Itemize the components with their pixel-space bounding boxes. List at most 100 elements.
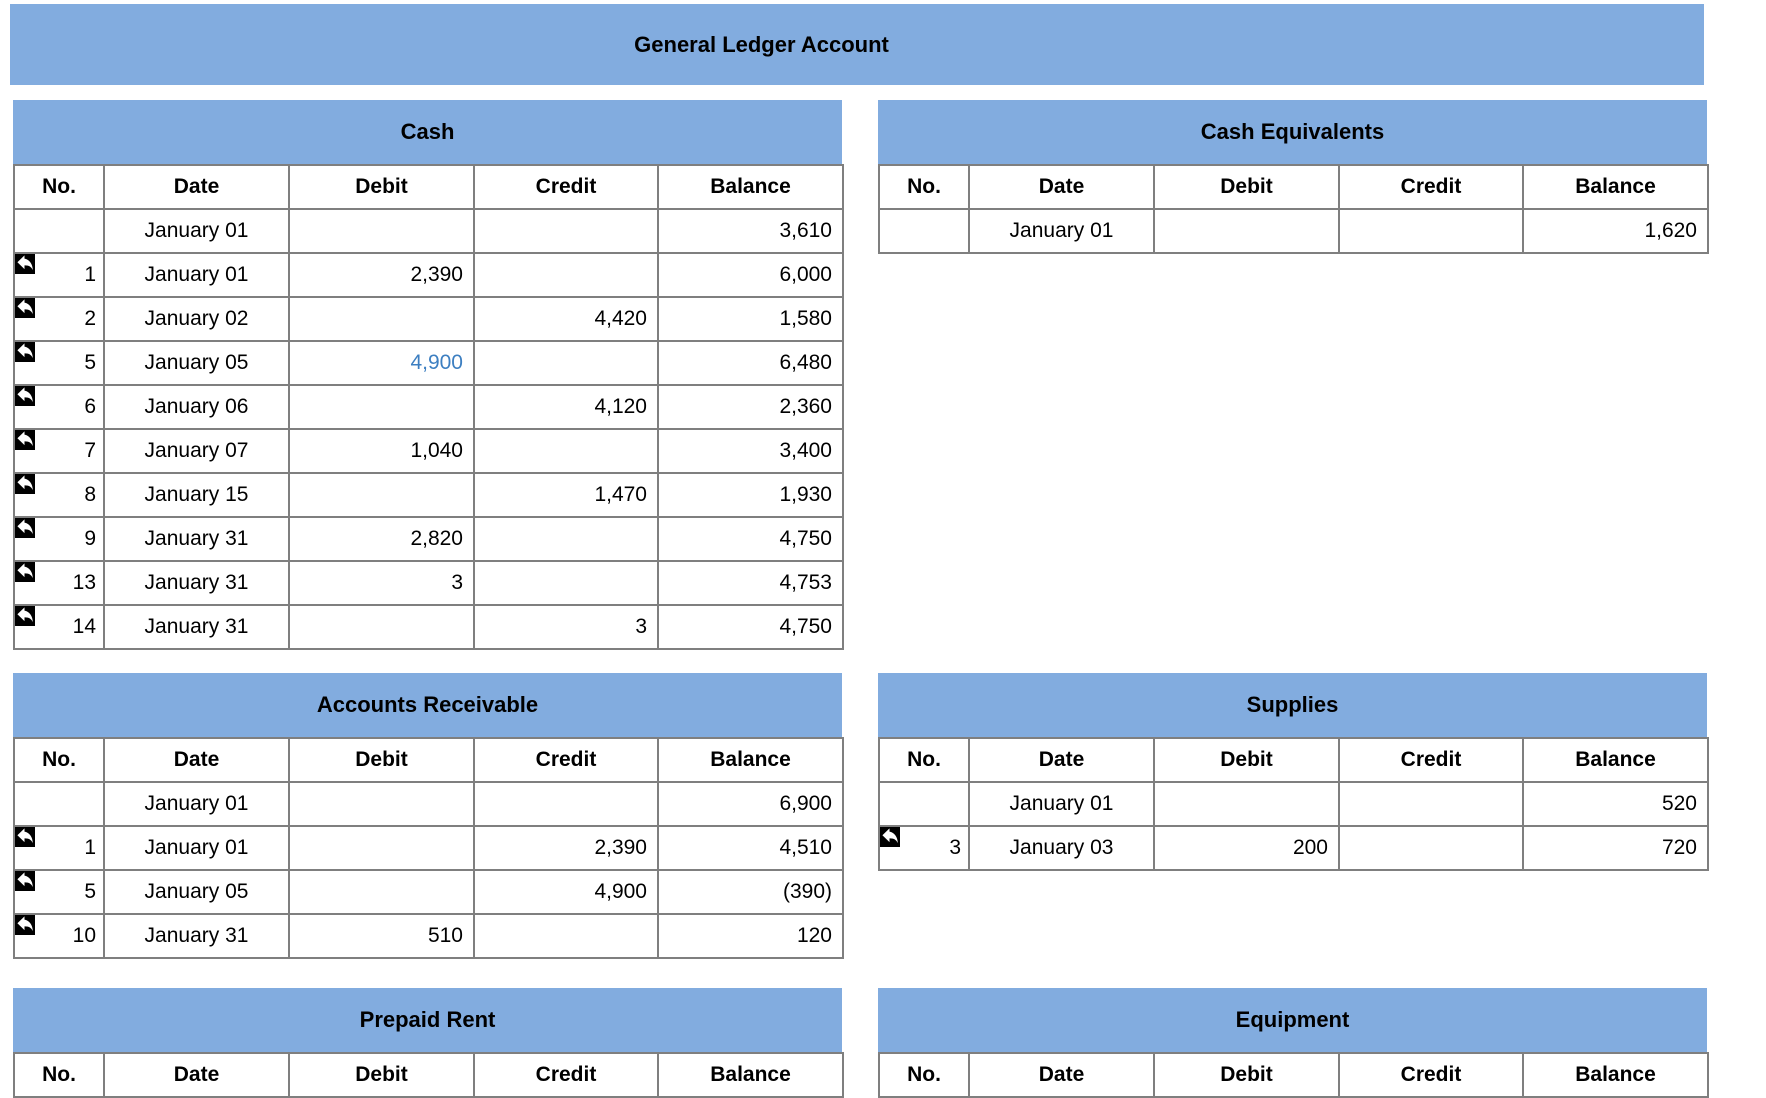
account-title: Accounts Receivable	[13, 673, 842, 737]
balance-cell: (390)	[657, 869, 844, 915]
column-header-debit: Debit	[288, 737, 475, 783]
account-table-host: No. Date Debit Credit Balance January 01 3,610…	[13, 164, 844, 650]
ledger-table: No. Date Debit Credit Balance January 01 520 3 J…	[878, 737, 1709, 871]
entry-number-cell: 9	[13, 516, 105, 562]
ledger-row: 14 January 31 3 4,750	[13, 604, 844, 650]
date-cell: January 02	[103, 296, 290, 342]
journal-link-reply-arrow-icon[interactable]	[16, 255, 35, 274]
journal-link-reply-arrow-icon[interactable]	[16, 519, 35, 538]
column-header-no: No.	[13, 164, 105, 210]
debit-cell	[288, 604, 475, 650]
column-header-no: No.	[13, 1052, 105, 1098]
balance-cell: 3,610	[657, 208, 844, 254]
credit-cell	[1338, 208, 1524, 254]
ledger-row: 8 January 15 1,470 1,930	[13, 472, 844, 518]
entry-number-cell: 5	[13, 869, 105, 915]
credit-cell	[1338, 781, 1524, 827]
ledger-row: 3 January 03 200 720	[878, 825, 1709, 871]
ledger-row: January 01 3,610	[13, 208, 844, 254]
credit-cell: 4,420	[473, 296, 659, 342]
credit-cell	[473, 428, 659, 474]
credit-cell: 4,900	[473, 869, 659, 915]
journal-link-reply-arrow-icon[interactable]	[16, 299, 35, 318]
journal-link-reply-arrow-icon[interactable]	[881, 828, 900, 847]
header-row: No. Date Debit Credit Balance	[13, 1052, 844, 1098]
entry-number-cell: 8	[13, 472, 105, 518]
journal-link-reply-arrow-icon[interactable]	[16, 872, 35, 891]
ledger-row: 6 January 06 4,120 2,360	[13, 384, 844, 430]
debit-cell: 510	[288, 913, 475, 959]
debit-cell	[288, 384, 475, 430]
credit-cell	[1338, 825, 1524, 871]
credit-cell	[473, 913, 659, 959]
debit-cell	[1153, 781, 1340, 827]
ledger-row: January 01 1,620	[878, 208, 1709, 254]
ledger-table: No. Date Debit Credit Balance	[878, 1052, 1709, 1098]
account-table-host: No. Date Debit Credit Balance January 01 6,900…	[13, 737, 844, 959]
ledger-row: 5 January 05 4,900 6,480	[13, 340, 844, 386]
column-header-balance: Balance	[657, 164, 844, 210]
credit-cell: 3	[473, 604, 659, 650]
balance-cell: 4,750	[657, 604, 844, 650]
journal-link-reply-arrow-icon[interactable]	[16, 563, 35, 582]
debit-cell: 200	[1153, 825, 1340, 871]
date-cell: January 06	[103, 384, 290, 430]
entry-number-cell	[878, 208, 970, 254]
debit-cell: 2,820	[288, 516, 475, 562]
ledger-row: 1 January 01 2,390 4,510	[13, 825, 844, 871]
balance-cell: 3,400	[657, 428, 844, 474]
column-header-debit: Debit	[1153, 737, 1340, 783]
journal-link-reply-arrow-icon[interactable]	[16, 431, 35, 450]
debit-cell	[288, 781, 475, 827]
journal-link-reply-arrow-icon[interactable]	[16, 607, 35, 626]
entry-number-cell: 2	[13, 296, 105, 342]
credit-cell	[473, 340, 659, 386]
column-header-credit: Credit	[473, 1052, 659, 1098]
account-table-host: No. Date Debit Credit Balance January 01 1,620	[878, 164, 1709, 254]
debit-cell: 3	[288, 560, 475, 606]
balance-cell: 6,000	[657, 252, 844, 298]
date-cell: January 31	[103, 913, 290, 959]
credit-cell	[473, 516, 659, 562]
entry-number-cell: 10	[13, 913, 105, 959]
ledger-table: No. Date Debit Credit Balance January 01 1,620	[878, 164, 1709, 254]
date-cell: January 01	[103, 208, 290, 254]
date-cell: January 01	[968, 208, 1155, 254]
column-header-credit: Credit	[1338, 1052, 1524, 1098]
app-header-inner: General Ledger Account	[10, 4, 1513, 85]
column-header-balance: Balance	[1522, 164, 1709, 210]
account-section-equipment: Equipment No. Date Debit Credit Balance	[878, 988, 1709, 1098]
header-row: No. Date Debit Credit Balance	[13, 737, 844, 783]
journal-link-reply-arrow-icon[interactable]	[16, 916, 35, 935]
entry-number-cell: 1	[13, 252, 105, 298]
debit-cell	[288, 296, 475, 342]
column-header-balance: Balance	[1522, 737, 1709, 783]
account-title: Cash Equivalents	[878, 100, 1707, 164]
debit-cell	[1153, 208, 1340, 254]
balance-cell: 720	[1522, 825, 1709, 871]
journal-link-reply-arrow-icon[interactable]	[16, 343, 35, 362]
column-header-date: Date	[968, 737, 1155, 783]
journal-link-reply-arrow-icon[interactable]	[16, 387, 35, 406]
date-cell: January 31	[103, 604, 290, 650]
journal-link-reply-arrow-icon[interactable]	[16, 475, 35, 494]
account-title: Prepaid Rent	[13, 988, 842, 1052]
column-header-no: No.	[878, 164, 970, 210]
credit-cell: 1,470	[473, 472, 659, 518]
balance-cell: 120	[657, 913, 844, 959]
balance-cell: 4,753	[657, 560, 844, 606]
column-header-balance: Balance	[1522, 1052, 1709, 1098]
journal-link-reply-arrow-icon[interactable]	[16, 828, 35, 847]
balance-cell: 1,930	[657, 472, 844, 518]
debit-cell	[288, 869, 475, 915]
column-header-balance: Balance	[657, 737, 844, 783]
column-header-debit: Debit	[1153, 164, 1340, 210]
ledger-table: No. Date Debit Credit Balance January 01 3,610…	[13, 164, 844, 650]
date-cell: January 05	[103, 869, 290, 915]
balance-cell: 6,900	[657, 781, 844, 827]
date-cell: January 31	[103, 560, 290, 606]
header-row: No. Date Debit Credit Balance	[878, 164, 1709, 210]
credit-cell	[473, 560, 659, 606]
date-cell: January 01	[103, 781, 290, 827]
debit-cell[interactable]: 4,900	[288, 340, 475, 386]
